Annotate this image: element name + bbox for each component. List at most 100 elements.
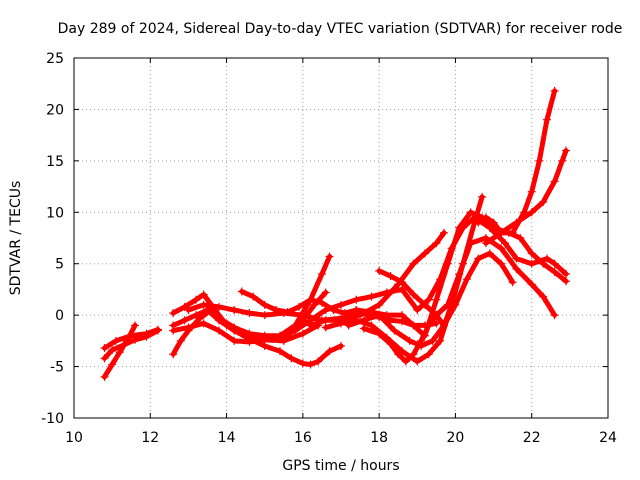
point-track-6-10 [298, 359, 307, 368]
point-track-17-5 [550, 177, 559, 186]
point-track-11-16 [516, 234, 525, 242]
point-track-10-5 [352, 295, 361, 304]
series-track-11 [306, 208, 571, 340]
point-track-3-4 [153, 325, 162, 334]
point-track-9-0 [237, 287, 246, 296]
point-track-17-6 [558, 156, 567, 165]
series-line-track-14 [323, 194, 485, 364]
point-track-11-17 [527, 249, 536, 258]
axis-ticks [73, 57, 609, 419]
point-track-16-2 [489, 218, 498, 227]
point-track-4-0 [169, 350, 178, 359]
point-track-8-5 [260, 311, 269, 320]
point-track-13-4 [420, 300, 429, 309]
point-track-8-4 [245, 309, 254, 318]
point-track-8-14 [420, 249, 429, 258]
point-track-10-16 [501, 239, 510, 248]
point-track-8-3 [230, 306, 239, 314]
point-track-8-13 [409, 259, 418, 268]
point-track-13-14 [550, 311, 559, 320]
x-tick-label-12: 12 [141, 430, 159, 446]
point-track-10-3 [321, 306, 330, 314]
point-track-6-2 [192, 311, 201, 320]
x-tick-label-20: 20 [447, 430, 465, 446]
y-tick-label-15: 15 [46, 154, 64, 170]
point-track-12-4 [405, 336, 414, 345]
y-tick-label-0: 0 [55, 308, 64, 324]
point-track-15-0 [359, 324, 368, 333]
point-track-6-1 [180, 316, 189, 325]
y-tick-labels: -10 -5 0 5 10 15 20 25 [41, 51, 64, 427]
point-track-14-7 [424, 350, 433, 359]
point-track-13-13 [539, 292, 548, 301]
point-track-4-13 [325, 252, 334, 261]
point-track-10-18 [527, 259, 536, 268]
series-track-15 [359, 300, 456, 366]
point-track-8-15 [432, 239, 441, 248]
point-track-13-2 [398, 278, 407, 287]
point-track-7-5 [245, 337, 254, 346]
point-track-9-5 [295, 302, 304, 311]
point-track-11-19 [550, 267, 559, 276]
point-track-13-10 [497, 244, 506, 253]
series-line-track-15 [361, 302, 455, 364]
point-track-12-13 [508, 278, 517, 287]
point-track-9-1 [249, 292, 258, 301]
series-line-track-17 [483, 148, 569, 246]
point-track-10-6 [367, 292, 376, 301]
point-track-8-0 [184, 306, 193, 314]
point-track-5-3 [199, 290, 208, 299]
x-tick-label-22: 22 [523, 430, 541, 446]
point-track-17-7 [562, 146, 571, 155]
point-track-2-1 [108, 346, 117, 355]
point-track-14-12 [478, 192, 487, 201]
point-track-15-4 [401, 357, 410, 366]
point-track-11-11 [455, 223, 464, 232]
point-track-17-1 [497, 228, 506, 237]
series-track-8 [184, 228, 448, 325]
point-track-15-8 [432, 311, 441, 320]
plot-series [100, 86, 571, 381]
point-track-15-10 [447, 300, 456, 309]
point-track-10-4 [337, 300, 345, 309]
point-track-7-6 [260, 335, 269, 344]
y-tick-label-25: 25 [46, 51, 64, 67]
point-track-15-6 [417, 336, 426, 345]
point-track-14-8 [436, 336, 445, 345]
point-track-7-4 [230, 336, 239, 345]
point-track-1-2 [115, 348, 124, 357]
point-track-6-11 [306, 360, 315, 369]
point-track-1-1 [108, 360, 117, 369]
point-track-11-10 [443, 259, 452, 268]
point-track-8-1 [199, 300, 208, 309]
x-tick-label-10: 10 [65, 430, 83, 446]
point-track-6-4 [214, 316, 223, 325]
point-track-9-3 [272, 306, 281, 314]
plot-frame [73, 57, 609, 419]
point-track-17-3 [527, 208, 536, 217]
point-track-10-8 [398, 285, 407, 294]
y-tick-label--5: -5 [50, 360, 64, 376]
point-track-6-5 [230, 326, 239, 335]
point-track-10-1 [291, 326, 300, 335]
point-track-16-1 [481, 213, 490, 222]
point-track-16-4 [508, 228, 517, 237]
point-track-8-16 [439, 228, 448, 237]
point-track-16-6 [527, 187, 536, 196]
series-track-6 [169, 306, 345, 369]
chart-title: Day 289 of 2024, Sidereal Day-to-day VTE… [58, 21, 623, 37]
point-track-7-3 [214, 326, 223, 335]
point-track-3-0 [100, 344, 109, 353]
point-track-4-12 [317, 270, 326, 278]
point-track-9-13 [386, 316, 395, 325]
point-track-3-3 [142, 329, 151, 338]
x-tick-labels: 10 12 14 16 18 20 22 24 [65, 430, 617, 446]
series-track-1 [100, 321, 140, 381]
series-line-track-2 [102, 328, 161, 361]
point-track-13-11 [512, 264, 521, 273]
point-track-11-9 [432, 295, 441, 304]
point-track-9-7 [317, 298, 326, 307]
point-track-6-9 [287, 354, 296, 363]
point-track-11-4 [367, 308, 376, 317]
